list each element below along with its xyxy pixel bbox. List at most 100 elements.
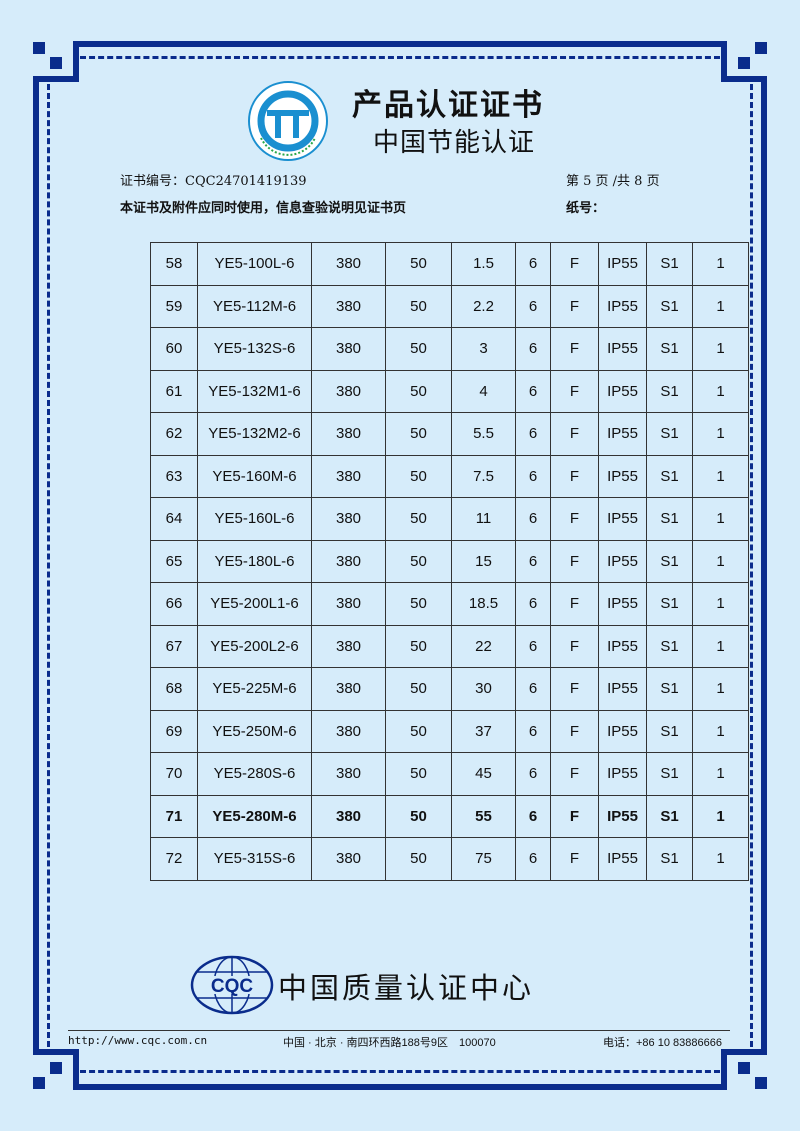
table-cell: 3: [451, 327, 516, 371]
inner-dashed-border: [80, 1070, 720, 1073]
table-cell: 1: [692, 284, 749, 328]
table-cell: F: [550, 667, 599, 711]
table-cell: 1: [692, 837, 749, 881]
table-cell: IP55: [598, 454, 647, 498]
table-cell: IP55: [598, 709, 647, 753]
paper-number: 纸号：: [566, 200, 606, 215]
table-cell: 6: [515, 242, 551, 286]
table-cell: F: [550, 837, 599, 881]
table-cell: IP55: [598, 497, 647, 541]
table-cell: F: [550, 497, 599, 541]
table-cell: 61: [150, 369, 198, 413]
table-cell: IP55: [598, 837, 647, 881]
table-cell: YE5-160M-6: [197, 454, 312, 498]
table-cell: IP55: [598, 752, 647, 796]
table-cell: 66: [150, 582, 198, 626]
table-cell: IP55: [598, 412, 647, 456]
table-cell: YE5-200L2-6: [197, 624, 312, 668]
corner: [721, 1049, 767, 1055]
table-cell: S1: [646, 539, 693, 583]
table-cell: 6: [515, 794, 551, 838]
corner-square: [50, 1062, 62, 1074]
table-cell: IP55: [598, 539, 647, 583]
table-cell: 75: [451, 837, 516, 881]
table-cell: 50: [385, 624, 452, 668]
table-cell: 50: [385, 242, 452, 286]
table-cell: 380: [311, 539, 386, 583]
table-cell: 380: [311, 752, 386, 796]
table-cell: 1: [692, 582, 749, 626]
table-cell: 72: [150, 837, 198, 881]
table-cell: YE5-132S-6: [197, 327, 312, 371]
inner-dashed-border: [750, 84, 753, 1047]
table-cell: IP55: [598, 582, 647, 626]
table-cell: 6: [515, 539, 551, 583]
table-cell: 6: [515, 752, 551, 796]
table-cell: 50: [385, 454, 452, 498]
table-cell: 30: [451, 667, 516, 711]
table-cell: S1: [646, 284, 693, 328]
table-cell: 1: [692, 709, 749, 753]
table-row: 72 YE5-315S-6 380 50 75 6 F IP55 S1 1: [150, 837, 749, 881]
product-table: 58 YE5-100L-6 380 50 1.5 6 F IP55 S1 1 59 YE5-112M-…: [150, 242, 749, 881]
table-cell: 380: [311, 794, 386, 838]
table-cell: 67: [150, 624, 198, 668]
table-cell: YE5-132M1-6: [197, 369, 312, 413]
table-row: 66 YE5-200L1-6 380 50 18.5 6 F IP55 S1 1: [150, 582, 749, 626]
table-cell: IP55: [598, 284, 647, 328]
table-cell: 62: [150, 412, 198, 456]
table-cell: 50: [385, 582, 452, 626]
table-cell: 380: [311, 327, 386, 371]
table-cell: 380: [311, 582, 386, 626]
table-row: 71 YE5-280M-6 380 50 55 6 F IP55 S1 1: [150, 794, 749, 838]
phone: 电话：+86 10 83886666: [603, 1037, 722, 1049]
table-cell: S1: [646, 497, 693, 541]
table-cell: IP55: [598, 369, 647, 413]
certificate-title: 产品认证证书: [352, 88, 544, 123]
table-cell: S1: [646, 709, 693, 753]
table-cell: 1: [692, 794, 749, 838]
cqc-logo-text: CQC: [211, 976, 254, 997]
table-cell: 6: [515, 454, 551, 498]
table-cell: 64: [150, 497, 198, 541]
table-cell: 6: [515, 497, 551, 541]
table-row: 65 YE5-180L-6 380 50 15 6 F IP55 S1 1: [150, 539, 749, 583]
table-row: 58 YE5-100L-6 380 50 1.5 6 F IP55 S1 1: [150, 242, 749, 286]
corner-square: [33, 42, 45, 54]
corner: [721, 1049, 727, 1090]
table-cell: S1: [646, 624, 693, 668]
table-cell: YE5-200L1-6: [197, 582, 312, 626]
table-row: 59 YE5-112M-6 380 50 2.2 6 F IP55 S1 1: [150, 284, 749, 328]
website-link[interactable]: http://www.cqc.com.cn: [68, 1034, 208, 1047]
table-cell: IP55: [598, 667, 647, 711]
table-cell: S1: [646, 582, 693, 626]
table-cell: 6: [515, 667, 551, 711]
table-cell: YE5-132M2-6: [197, 412, 312, 456]
table-cell: S1: [646, 667, 693, 711]
table-cell: 6: [515, 327, 551, 371]
table-cell: S1: [646, 369, 693, 413]
table-cell: 65: [150, 539, 198, 583]
table-cell: 6: [515, 284, 551, 328]
table-row: 70 YE5-280S-6 380 50 45 6 F IP55 S1 1: [150, 752, 749, 796]
table-cell: 50: [385, 412, 452, 456]
table-cell: 63: [150, 454, 198, 498]
table-cell: 59: [150, 284, 198, 328]
table-row: 67 YE5-200L2-6 380 50 22 6 F IP55 S1 1: [150, 624, 749, 668]
table-cell: 1: [692, 497, 749, 541]
table-cell: 50: [385, 497, 452, 541]
table-cell: YE5-180L-6: [197, 539, 312, 583]
table-cell: 45: [451, 752, 516, 796]
table-row: 61 YE5-132M1-6 380 50 4 6 F IP55 S1 1: [150, 369, 749, 413]
table-cell: 380: [311, 412, 386, 456]
corner-square: [33, 1077, 45, 1089]
table-row: 68 YE5-225M-6 380 50 30 6 F IP55 S1 1: [150, 667, 749, 711]
table-cell: 50: [385, 752, 452, 796]
table-cell: F: [550, 582, 599, 626]
table-cell: F: [550, 284, 599, 328]
table-cell: 1: [692, 369, 749, 413]
cert-number-value: CQC24701419139: [185, 174, 307, 189]
table-cell: S1: [646, 752, 693, 796]
corner: [33, 1049, 79, 1055]
table-cell: 1: [692, 667, 749, 711]
